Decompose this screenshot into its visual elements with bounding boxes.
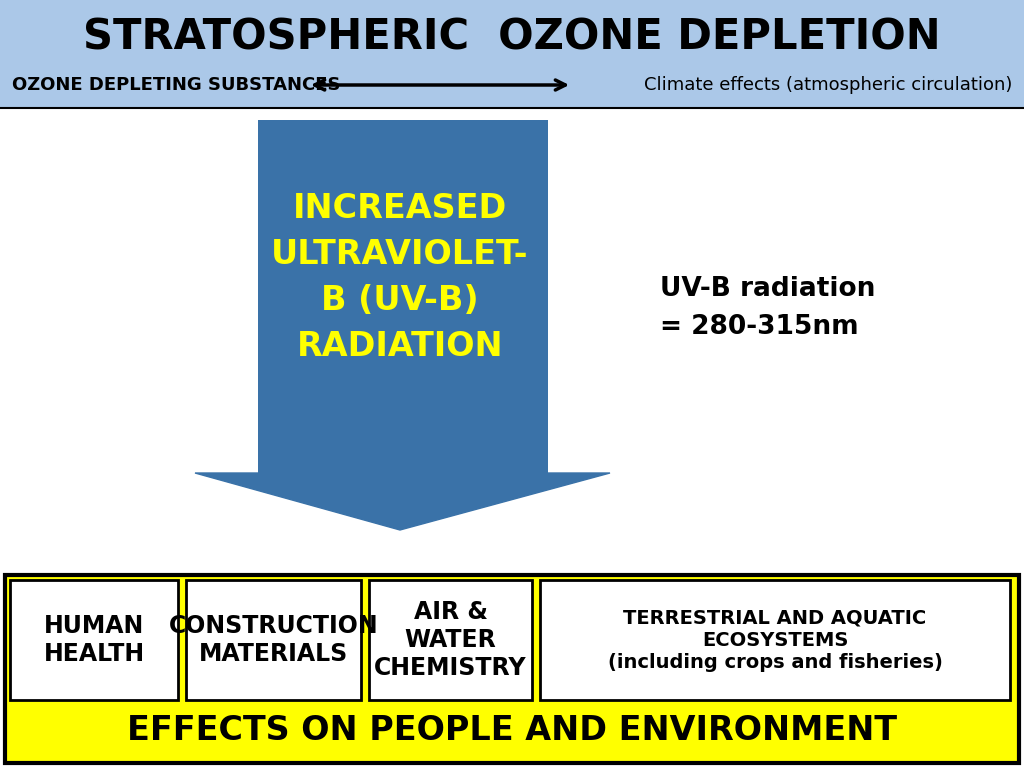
Text: OZONE DEPLETING SUBSTANCES: OZONE DEPLETING SUBSTANCES <box>12 76 341 94</box>
Bar <box>186 580 361 700</box>
Bar <box>540 580 1010 700</box>
Polygon shape <box>195 473 610 530</box>
Text: UV-B radiation
= 280-315nm: UV-B radiation = 280-315nm <box>660 276 876 340</box>
Bar <box>369 580 532 700</box>
Text: STRATOSPHERIC  OZONE DEPLETION: STRATOSPHERIC OZONE DEPLETION <box>83 17 941 59</box>
Text: HUMAN
HEALTH: HUMAN HEALTH <box>43 614 144 666</box>
Text: EFFECTS ON PEOPLE AND ENVIRONMENT: EFFECTS ON PEOPLE AND ENVIRONMENT <box>127 713 897 746</box>
Bar <box>10 580 178 700</box>
Text: TERRESTRIAL AND AQUATIC
ECOSYSTEMS
(including crops and fisheries): TERRESTRIAL AND AQUATIC ECOSYSTEMS (incl… <box>607 608 942 671</box>
Text: AIR &
WATER
CHEMISTRY: AIR & WATER CHEMISTRY <box>374 601 526 680</box>
Text: INCREASED
ULTRAVIOLET-
B (UV-B)
RADIATION: INCREASED ULTRAVIOLET- B (UV-B) RADIATIO… <box>271 193 528 363</box>
Bar <box>258 120 548 473</box>
Bar <box>0 0 1024 108</box>
Bar <box>5 575 1019 763</box>
Text: Climate effects (atmospheric circulation): Climate effects (atmospheric circulation… <box>644 76 1012 94</box>
Text: CONSTRUCTION
MATERIALS: CONSTRUCTION MATERIALS <box>169 614 378 666</box>
